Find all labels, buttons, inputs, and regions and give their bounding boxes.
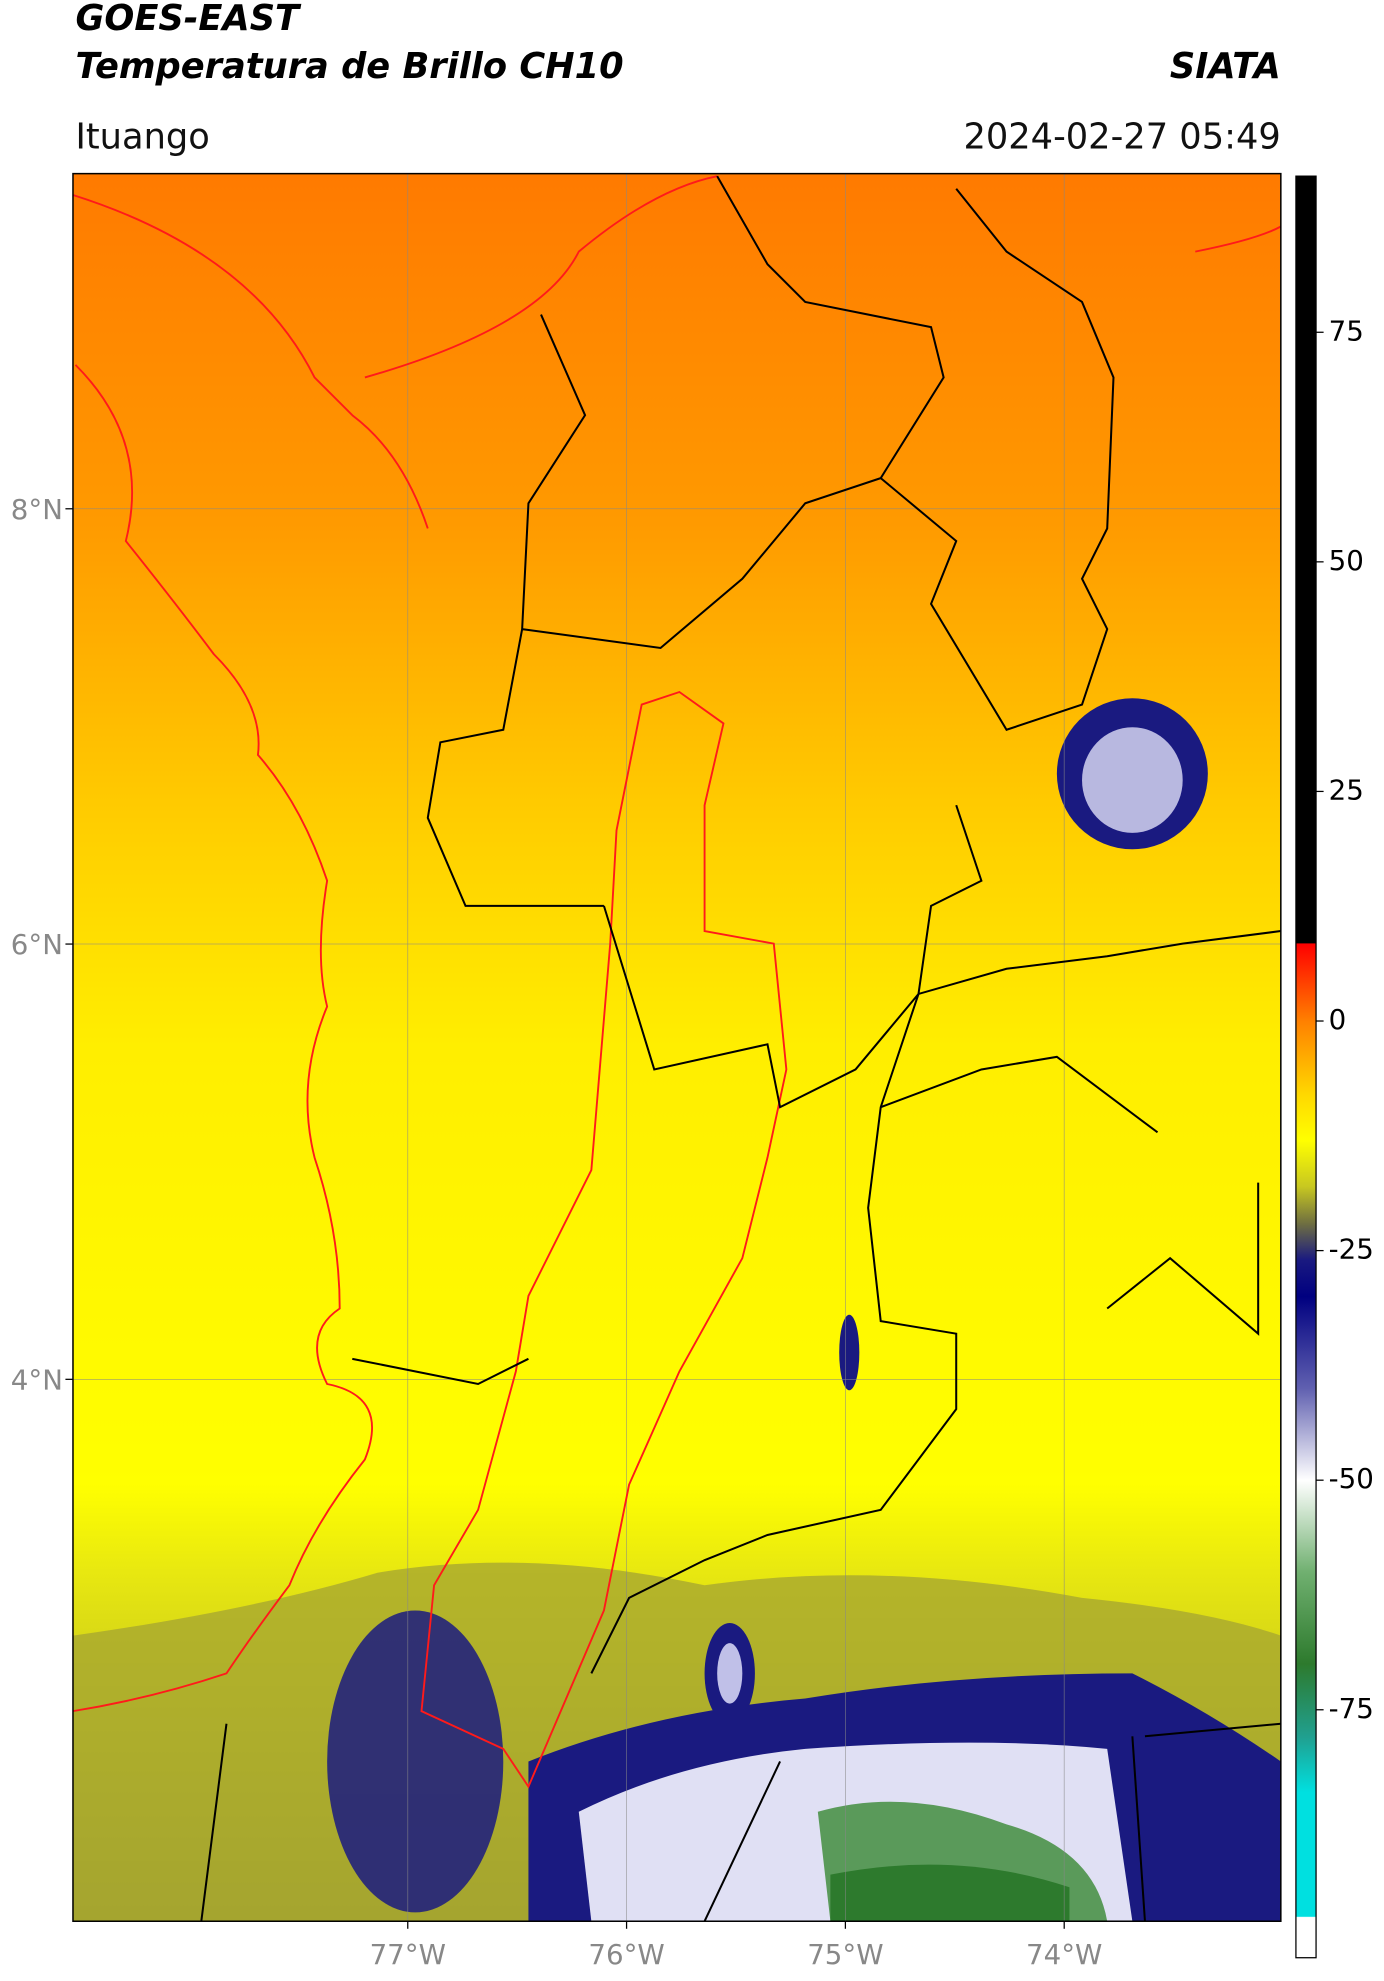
title-line1: GOES-EAST <box>75 0 302 39</box>
x-tick-label: 74°W <box>1026 1938 1102 1971</box>
y-tick-label: 6°N <box>11 928 63 961</box>
colorbar-tick-label: 25 <box>1329 773 1364 806</box>
grid <box>72 173 1281 1922</box>
axis-ticks: 77°W 76°W 75°W 74°W 8°N 6°N 4°N <box>11 493 1103 1971</box>
colorbar-tick-label: -25 <box>1329 1233 1374 1266</box>
boundaries <box>72 175 1281 1922</box>
y-tick-label: 8°N <box>11 493 63 526</box>
colorbar-tick-label: -75 <box>1329 1692 1374 1725</box>
map-area <box>72 173 1281 1922</box>
cloud-field <box>72 698 1281 1922</box>
colorbar-tick-label: 75 <box>1329 314 1364 347</box>
x-tick-label: 76°W <box>588 1938 664 1971</box>
colorbar-tick-label: 50 <box>1329 544 1364 577</box>
location: Ituango <box>75 116 209 157</box>
datetime: 2024-02-27 05:49 <box>963 116 1280 157</box>
organization: SIATA <box>1170 46 1281 87</box>
colorbar-tick-label: 0 <box>1329 1003 1347 1036</box>
colorbar <box>1295 175 1317 1959</box>
x-tick-label: 77°W <box>370 1938 446 1971</box>
title-line2: Temperatura de Brillo CH10 <box>75 46 623 87</box>
colorbar-tick-label: -50 <box>1329 1462 1374 1495</box>
x-tick-label: 75°W <box>807 1938 883 1971</box>
colorbar-ticks: 75 50 25 0 -25 -50 -75 <box>1316 314 1374 1725</box>
y-tick-label: 4°N <box>11 1363 63 1396</box>
map-frame <box>72 172 1282 1922</box>
